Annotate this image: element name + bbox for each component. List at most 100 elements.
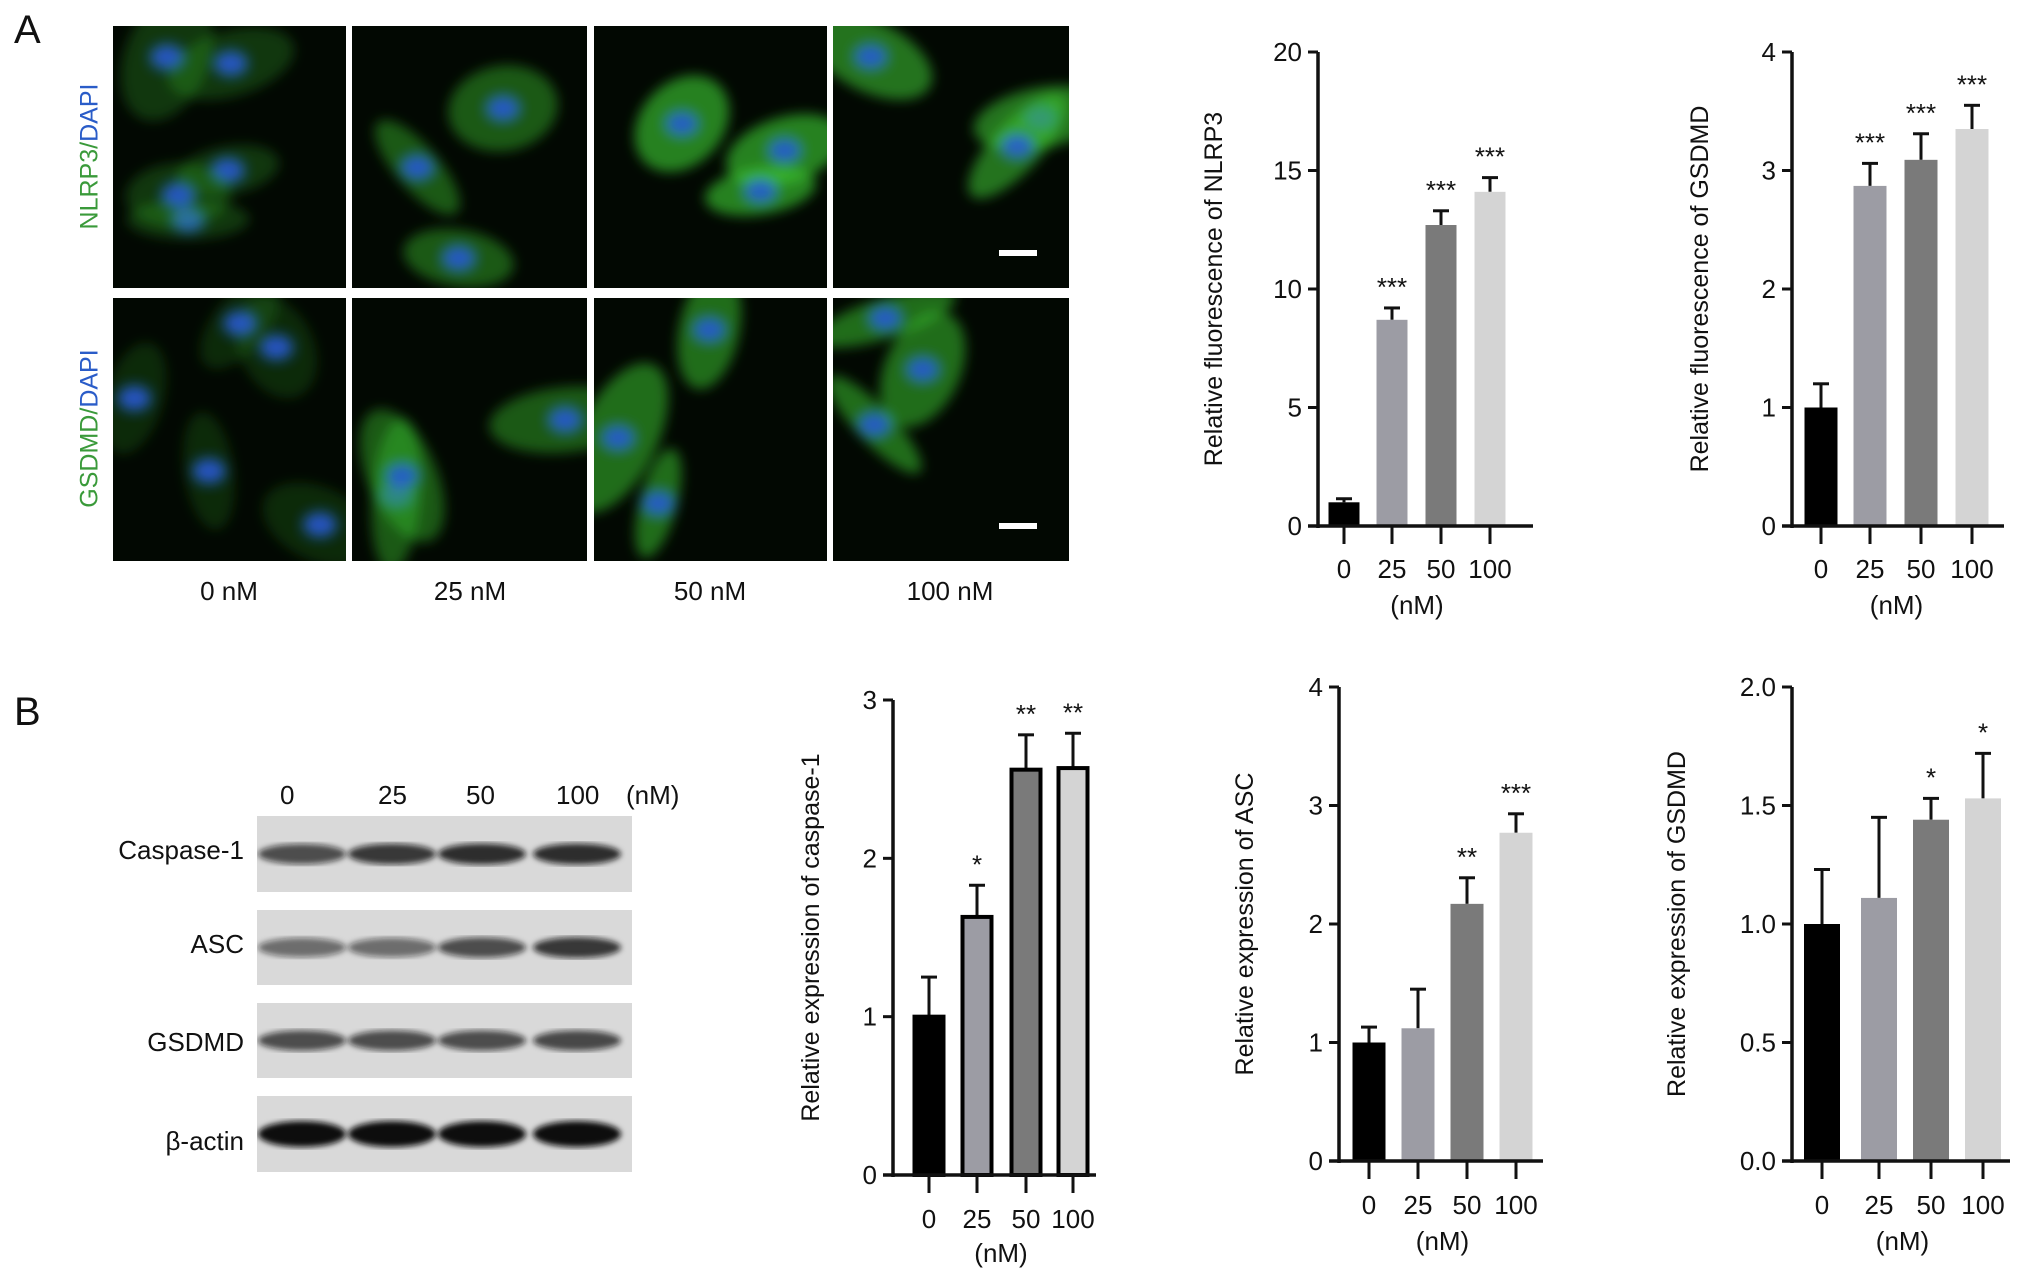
y-tick-label: 3 — [1762, 156, 1776, 186]
bar-25 — [1853, 185, 1887, 526]
bar-50 — [1913, 819, 1949, 1161]
x-tick-label: 0 — [922, 1204, 936, 1234]
y-axis-label: Relative expression of ASC — [1231, 773, 1259, 1076]
x-tick-label: 25 — [1404, 1190, 1433, 1220]
bar-100 — [1965, 798, 2001, 1161]
column-label-0nm: 0 nM — [200, 576, 258, 606]
bar-0 — [1328, 502, 1360, 526]
x-tick-label: 50 — [1427, 554, 1456, 584]
x-tick-label: 50 — [1917, 1190, 1946, 1220]
chart-1: 0 *** 25 *** 50 *** 100 0 1 2 3 4 (nM) Relative fluor… — [1686, 37, 2004, 620]
significance-label: *** — [1377, 272, 1407, 302]
y-tick-label: 0 — [1309, 1146, 1323, 1176]
y-tick-label: 1 — [863, 1002, 877, 1032]
lane-label-50: 50 — [466, 780, 495, 810]
bar-25 — [1376, 319, 1408, 526]
x-tick-label: 50 — [1907, 554, 1936, 584]
y-tick-label: 1 — [1762, 393, 1776, 423]
chart-3: 0 25 ** 50 *** 100 0 1 2 3 4 (nM) Relative expressio… — [1231, 672, 1543, 1256]
column-label-50nm: 50 nM — [673, 576, 747, 606]
blot-band — [348, 937, 436, 958]
x-tick-label: 25 — [1865, 1190, 1894, 1220]
panel-a-letter: A — [14, 8, 41, 52]
blot-band — [438, 937, 526, 958]
y-tick-label: 0 — [1288, 511, 1302, 541]
blot-band — [348, 1030, 436, 1051]
bar-100 — [1499, 832, 1533, 1161]
chart-2: 0 * 25 ** 50 ** 100 0 1 2 3 (nM) Relative expression… — [797, 685, 1096, 1268]
y-tick-label: 4 — [1762, 37, 1776, 67]
bar-25 — [960, 914, 994, 1178]
y-tick-label: 1 — [1309, 1028, 1323, 1058]
blot-band — [533, 1121, 621, 1147]
x-tick-label: 100 — [1494, 1190, 1537, 1220]
lane-label-100: 100 — [556, 780, 600, 810]
y-tick-label: 0 — [1762, 511, 1776, 541]
x-tick-label: 50 — [1453, 1190, 1482, 1220]
blot-strip — [257, 816, 632, 892]
blot-label-asc: ASC — [190, 929, 244, 959]
x-tick-label: 100 — [1950, 554, 1993, 584]
blot-band — [438, 1121, 526, 1147]
column-label-25nm: 25 nM — [433, 576, 507, 606]
y-axis-label: Relative fluorescence of GSDMD — [1686, 106, 1714, 473]
blot-band — [258, 843, 346, 865]
blot-band — [438, 1030, 526, 1051]
blot-strip — [257, 910, 632, 985]
blot-band — [533, 843, 621, 865]
significance-label: ** — [1457, 842, 1477, 872]
micrograph — [113, 26, 346, 288]
panel-b-letter: B — [14, 690, 41, 734]
y-tick-label: 20 — [1273, 37, 1302, 67]
y-tick-label: 0.0 — [1740, 1146, 1776, 1176]
micrograph — [833, 298, 1069, 561]
significance-label: *** — [1957, 69, 1987, 99]
significance-label: *** — [1475, 142, 1505, 172]
bar-0 — [1804, 924, 1840, 1161]
y-tick-label: 15 — [1273, 156, 1302, 186]
significance-label: ** — [1016, 699, 1036, 729]
bar-100 — [1474, 191, 1506, 526]
x-axis-label: (nM) — [1876, 1226, 1929, 1256]
micrograph — [594, 298, 827, 561]
bar-25 — [1861, 897, 1897, 1161]
micrograph — [352, 26, 587, 288]
bar-25 — [1401, 1028, 1435, 1161]
significance-label: *** — [1906, 98, 1936, 128]
micrograph — [833, 26, 1069, 288]
x-axis-label: (nM) — [1390, 590, 1443, 620]
y-tick-label: 2 — [1309, 909, 1323, 939]
bar-0 — [912, 1014, 946, 1178]
blot-strip — [257, 1096, 632, 1172]
bar-0 — [1804, 407, 1838, 526]
lane-label-25: 25 — [378, 780, 407, 810]
y-tick-label: 3 — [1309, 791, 1323, 821]
x-tick-label: 0 — [1815, 1190, 1829, 1220]
x-axis-label: (nM) — [1870, 590, 1923, 620]
micrograph — [113, 298, 346, 561]
y-tick-label: 2.0 — [1740, 672, 1776, 702]
x-tick-label: 100 — [1051, 1204, 1094, 1234]
x-axis-label: (nM) — [1416, 1226, 1469, 1256]
y-tick-label: 0.5 — [1740, 1028, 1776, 1058]
y-tick-label: 0 — [863, 1160, 877, 1190]
blot-band — [348, 1121, 436, 1147]
significance-label: *** — [1501, 778, 1531, 808]
blot-band — [533, 937, 621, 958]
significance-label: *** — [1855, 127, 1885, 157]
y-axis-label: Relative expression of caspase-1 — [797, 753, 825, 1121]
y-tick-label: 3 — [863, 685, 877, 715]
x-tick-label: 0 — [1362, 1190, 1376, 1220]
y-tick-label: 5 — [1288, 393, 1302, 423]
x-tick-label: 100 — [1961, 1190, 2004, 1220]
chart-0: 0 *** 25 *** 50 *** 100 0 5 10 15 20 (nM) Relative fl… — [1200, 37, 1533, 620]
bar-50 — [1425, 225, 1457, 526]
y-tick-label: 4 — [1309, 672, 1323, 702]
significance-label: ** — [1063, 697, 1083, 727]
x-tick-label: 100 — [1468, 554, 1511, 584]
bar-0 — [1352, 1042, 1386, 1161]
blot-strip — [257, 1003, 632, 1078]
bar-100 — [1955, 129, 1989, 526]
blot-band — [348, 843, 436, 865]
